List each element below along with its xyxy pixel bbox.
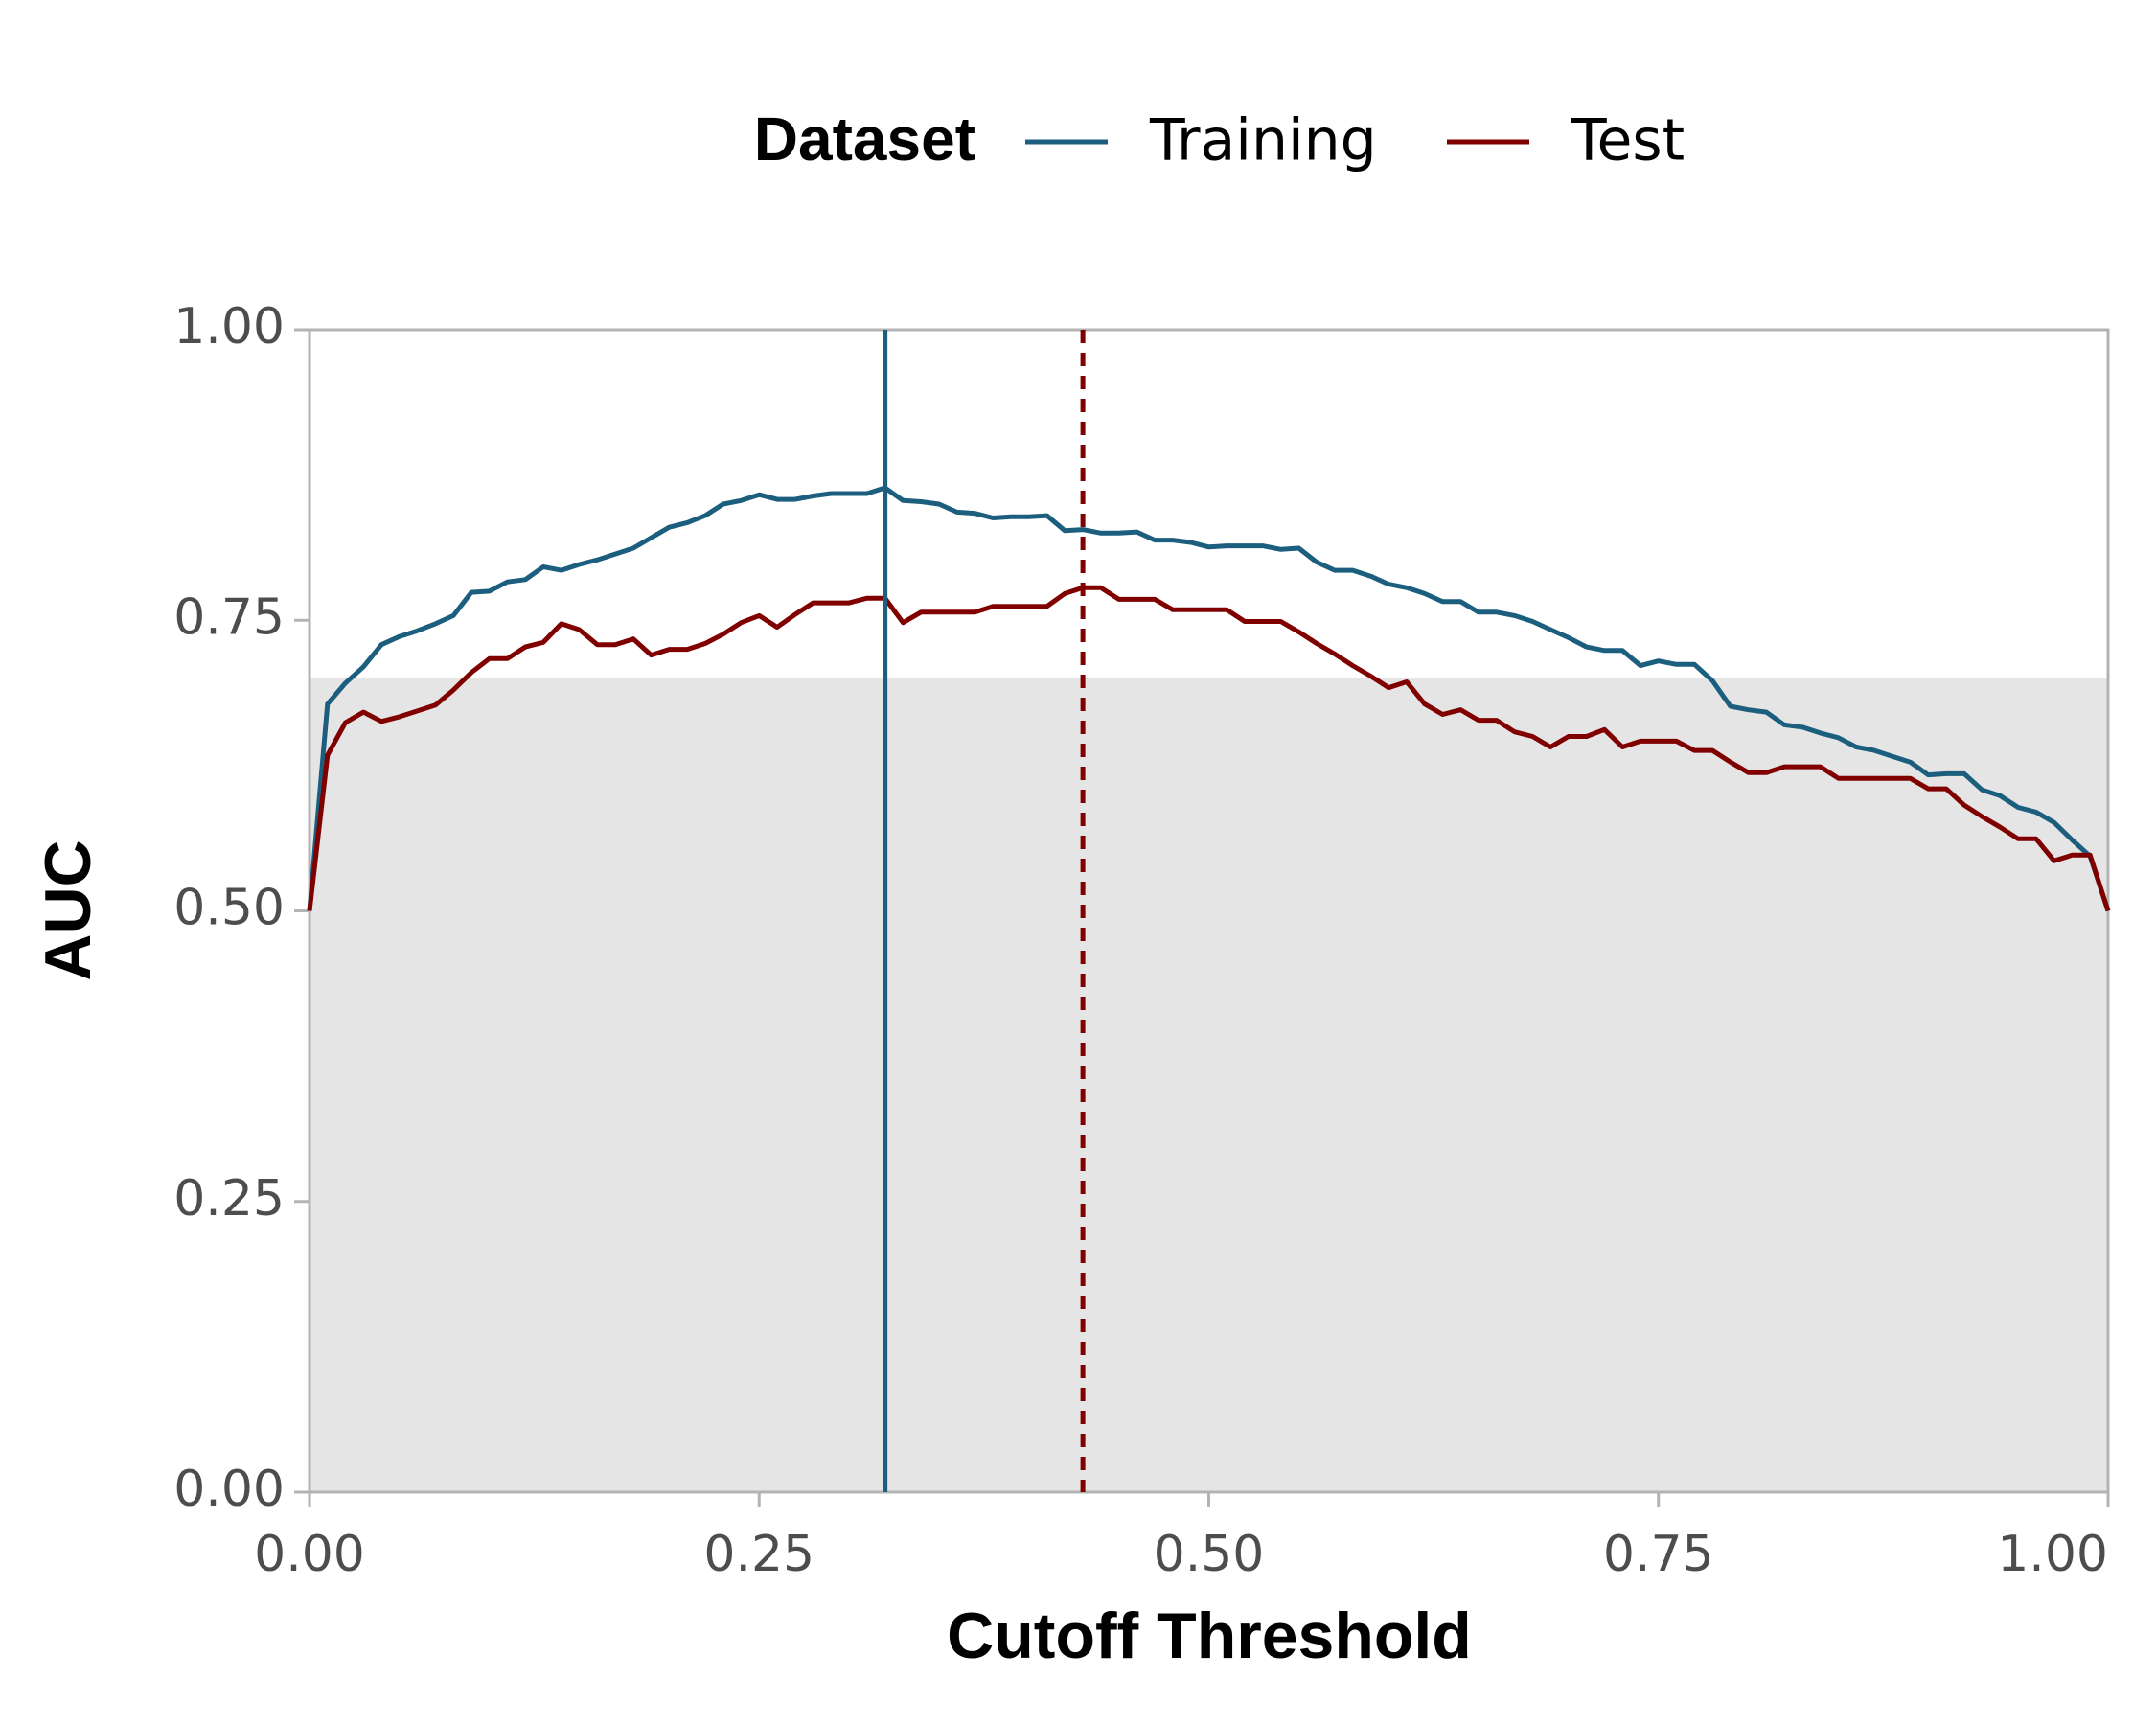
y-tick-label: 0.25 bbox=[173, 1170, 285, 1228]
y-tick-label: 0.50 bbox=[173, 880, 285, 937]
y-axis-title: AUC bbox=[32, 840, 104, 980]
shaded-band bbox=[310, 678, 2108, 1492]
y-tick-label: 0.75 bbox=[173, 588, 285, 646]
y-tick-label: 1.00 bbox=[173, 298, 285, 356]
series-line bbox=[307, 485, 2111, 912]
x-tick-label: 0.50 bbox=[1154, 1526, 1265, 1583]
x-tick-label: 0.75 bbox=[1603, 1526, 1714, 1583]
x-tick-label: 0.25 bbox=[703, 1526, 814, 1583]
y-tick-label: 0.00 bbox=[173, 1460, 285, 1518]
legend-label: Training bbox=[1149, 107, 1377, 174]
legend-label: Test bbox=[1571, 107, 1685, 174]
series-line bbox=[307, 585, 2111, 912]
x-tick-label: 0.00 bbox=[254, 1526, 365, 1583]
x-tick-label: 1.00 bbox=[1997, 1526, 2108, 1583]
x-axis-title: Cutoff Threshold bbox=[947, 1599, 1472, 1672]
legend-title: Dataset bbox=[754, 104, 975, 173]
